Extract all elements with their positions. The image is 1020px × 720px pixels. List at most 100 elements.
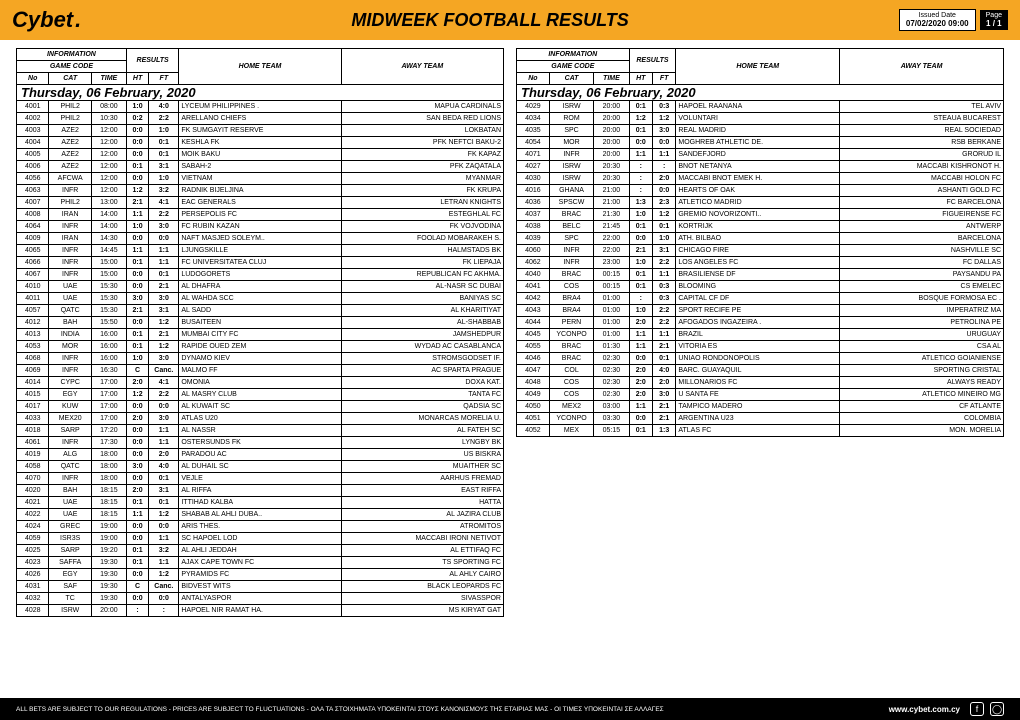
table-row: 4062INFR23:001:02:2LOS ANGELES FCFC DALL…: [517, 257, 1004, 269]
right-column: INFORMATION RESULTS HOME TEAM AWAY TEAM …: [516, 48, 1004, 617]
cell: SPC: [549, 125, 594, 137]
cell: INFR: [49, 221, 91, 233]
cell: 03:00: [594, 401, 629, 413]
cell: BRA4: [549, 293, 594, 305]
cell: 4052: [517, 425, 550, 437]
cell: TAMPICO MADERO: [676, 401, 840, 413]
cell: SPORTING CRISTAL: [840, 365, 1004, 377]
table-row: 4063INFR12:001:23:2RADNIK BIJELJINAFK KR…: [17, 185, 504, 197]
cell: AL AHLY CAIRO: [341, 569, 503, 581]
th-no: No: [17, 73, 49, 85]
cell: :: [629, 161, 652, 173]
cell: 0:0: [126, 317, 148, 329]
table-row: 4061INFR17:300:01:1OSTERSUNDS FKLYNGBY B…: [17, 437, 504, 449]
table-row: 4017KUW17:000:00:0AL KUWAIT SCQADSIA SC: [17, 401, 504, 413]
cell: PHIL2: [49, 101, 91, 113]
cell: 1:1: [126, 509, 148, 521]
cell: MACCABI KISHRONOT H.: [840, 161, 1004, 173]
cell: 4026: [17, 569, 49, 581]
th-away: AWAY TEAM: [341, 49, 503, 85]
cell: SC HAPOEL LOD: [179, 533, 341, 545]
th-home: HOME TEAM: [179, 49, 341, 85]
cell: 12:00: [91, 173, 126, 185]
cell: 14:45: [91, 245, 126, 257]
cell: 2:0: [629, 389, 652, 401]
right-table: INFORMATION RESULTS HOME TEAM AWAY TEAM …: [516, 48, 1004, 437]
cell: ARGENTINA U23: [676, 413, 840, 425]
cell: DOXA KAT.: [341, 377, 503, 389]
instagram-icon[interactable]: ◯: [990, 702, 1004, 716]
cell: 1:3: [629, 197, 652, 209]
cell: 4016: [517, 185, 550, 197]
cell: AARHUS FREMAD: [341, 473, 503, 485]
cell: 2:2: [149, 113, 179, 125]
logo: Cybet.: [12, 7, 81, 33]
table-row: 4046BRAC02:300:00:1UNIAO RONDONOPOLISATL…: [517, 353, 1004, 365]
cell: AZE2: [49, 149, 91, 161]
cell: MYANMAR: [341, 173, 503, 185]
th-ft-r: FT: [652, 73, 675, 85]
table-row: 4050MEX203:001:12:1TAMPICO MADEROCF ATLA…: [517, 401, 1004, 413]
cell: SIVASSPOR: [341, 593, 503, 605]
cell: 02:30: [594, 377, 629, 389]
cell: PERSEPOLIS FC: [179, 209, 341, 221]
cell: 16:00: [91, 353, 126, 365]
cell: AL DUHAIL SC: [179, 461, 341, 473]
cell: 2:0: [126, 413, 148, 425]
cell: 4069: [17, 365, 49, 377]
cell: :: [629, 293, 652, 305]
cell: AJAX CAPE TOWN FC: [179, 557, 341, 569]
cell: 4030: [517, 173, 550, 185]
cell: INFR: [49, 257, 91, 269]
cell: COLOMBIA: [840, 413, 1004, 425]
cell: 3:0: [149, 353, 179, 365]
page-value: 1 / 1: [986, 19, 1002, 28]
cell: 3:0: [149, 293, 179, 305]
cell: ATLAS U20: [179, 413, 341, 425]
table-row: 4030ISRW20:30:2:0MACCABI BNOT EMEK H.MAC…: [517, 173, 1004, 185]
cell: 15:00: [91, 257, 126, 269]
cell: 3:0: [149, 413, 179, 425]
cell: OSTERSUNDS FK: [179, 437, 341, 449]
cell: MEX20: [49, 413, 91, 425]
cell: MONARCAS MORELIA U.: [341, 413, 503, 425]
cell: MEX: [549, 425, 594, 437]
cell: MACCABI IRONI NETIVOT: [341, 533, 503, 545]
facebook-icon[interactable]: f: [970, 702, 984, 716]
th-ht-r: HT: [629, 73, 652, 85]
table-row: 4034ROM20:001:21:2VOLUNTARISTEAUA BUCARE…: [517, 113, 1004, 125]
cell: 1:1: [629, 341, 652, 353]
table-row: 4001PHIL208:001:04:0LYCEUM PHILIPPINES .…: [17, 101, 504, 113]
cell: 0:1: [126, 497, 148, 509]
cell: :: [629, 173, 652, 185]
cell: 21:00: [594, 197, 629, 209]
table-row: 4068INFR16:001:03:0DYNAMO KIEVSTROMSGODS…: [17, 353, 504, 365]
cell: LYNGBY BK: [341, 437, 503, 449]
cell: 00:15: [594, 269, 629, 281]
cell: SANDEFJORD: [676, 149, 840, 161]
cell: LETRAN KNIGHTS: [341, 197, 503, 209]
cell: COS: [549, 389, 594, 401]
cell: 0:1: [652, 221, 675, 233]
cell: FIGUEIRENSE FC: [840, 209, 1004, 221]
cell: 4049: [517, 389, 550, 401]
cell: CS EMELEC: [840, 281, 1004, 293]
cell: 4009: [17, 233, 49, 245]
cell: 0:0: [126, 269, 148, 281]
table-row: 4045YCONPO01:001:11:1BRAZILURUGUAY: [517, 329, 1004, 341]
th-results: RESULTS: [126, 49, 179, 73]
table-row: 4059ISR3S19:000:01:1SC HAPOEL LODMACCABI…: [17, 533, 504, 545]
cell: 0:0: [126, 521, 148, 533]
cell: MALMO FF: [179, 365, 341, 377]
table-row: 4060INFR22:002:13:1CHICAGO FIRENASHVILLE…: [517, 245, 1004, 257]
cell: 4029: [517, 101, 550, 113]
table-row: 4043BRA401:001:02:2SPORT RECIFE PEIMPERA…: [517, 305, 1004, 317]
cell: ARELLANO CHIEFS: [179, 113, 341, 125]
cell: 4054: [517, 137, 550, 149]
cell: 23:00: [594, 257, 629, 269]
th-gamecode-r: GAME CODE: [517, 61, 630, 73]
cell: EAC GENERALS: [179, 197, 341, 209]
cell: ALWAYS READY: [840, 377, 1004, 389]
table-row: 4042BRA401:00:0:3CAPITAL CF DFBOSQUE FOR…: [517, 293, 1004, 305]
cell: 14:30: [91, 233, 126, 245]
